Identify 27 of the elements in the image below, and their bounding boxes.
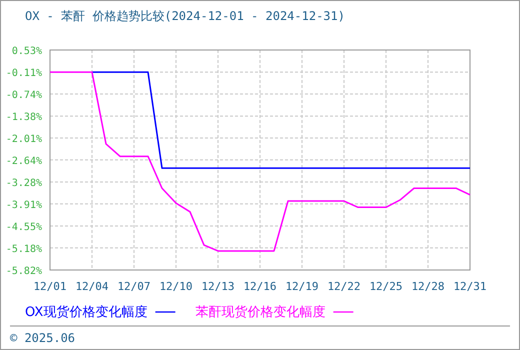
x-tick-label: 12/22	[327, 280, 361, 293]
x-tick-label: 12/28	[411, 280, 445, 293]
legend-label: 苯酐现货价格变化幅度	[195, 304, 326, 320]
text: © 2025.06	[10, 331, 76, 345]
x-tick-label: 12/07	[117, 280, 151, 293]
y-tick-label: -0.11%	[6, 68, 42, 80]
x-tick-label: 12/01	[33, 280, 67, 293]
y-tick-label: -5.82%	[6, 266, 42, 277]
y-tick-label: -4.55%	[6, 222, 42, 233]
y-tick-label: -1.38%	[6, 112, 42, 124]
x-tick-label: 12/16	[243, 280, 277, 293]
y-tick-label: -3.91%	[6, 200, 42, 211]
y-tick-label: -2.64%	[6, 156, 42, 167]
y-tick-label: 0.53%	[12, 46, 42, 57]
y-tick-label: -2.01%	[6, 134, 42, 145]
y-tick-label: -3.28%	[6, 178, 42, 189]
x-tick-label: 12/04	[75, 280, 109, 293]
x-tick-label: 12/19	[285, 280, 319, 293]
x-tick-label: 12/25	[369, 280, 403, 293]
y-tick-label: -5.18%	[6, 244, 42, 255]
chart-title: OX - 苯酐 价格趋势比较(2024-12-01 - 2024-12-31)	[25, 9, 345, 23]
y-tick-label: -0.74%	[6, 90, 42, 101]
x-tick-label: 12/10	[159, 280, 193, 293]
x-tick-label: 12/31	[453, 280, 487, 293]
legend-label: OX现货价格变化幅度	[25, 304, 148, 320]
line-series	[49, 71, 471, 252]
x-tick-label: 12/13	[201, 280, 235, 293]
